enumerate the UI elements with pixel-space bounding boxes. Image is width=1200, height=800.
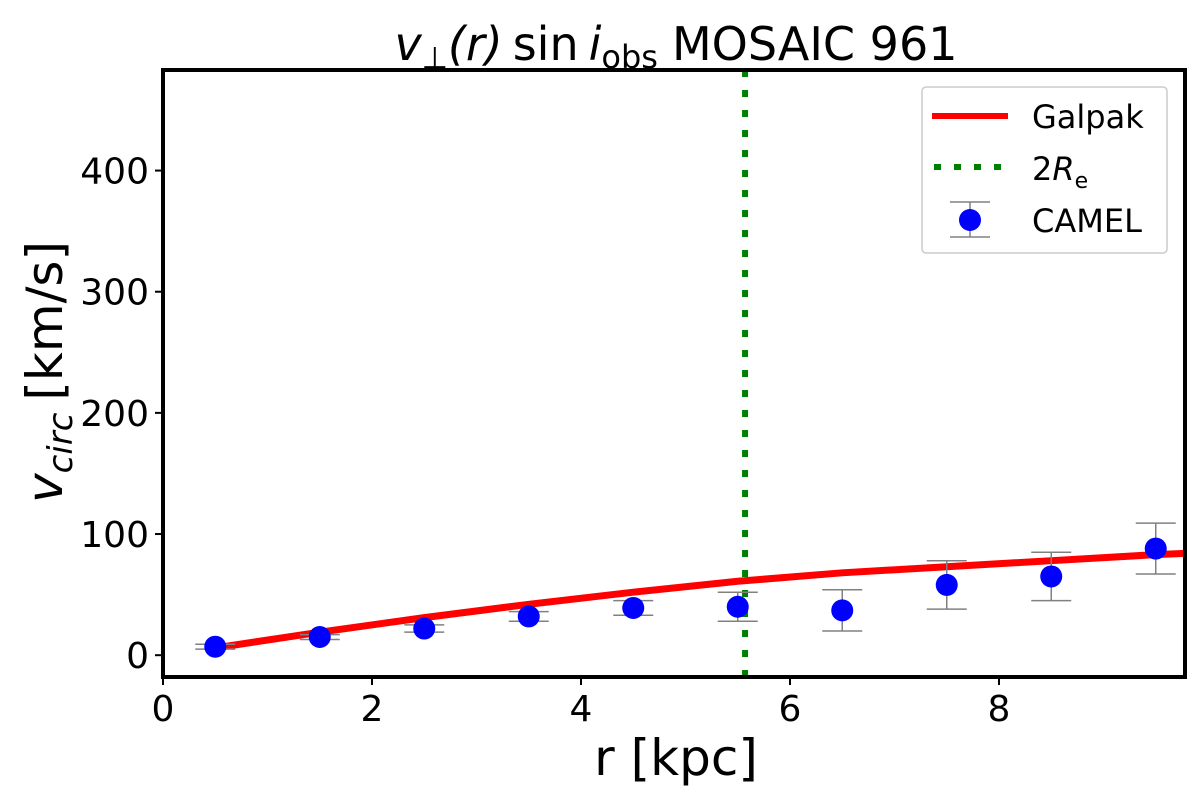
camel-point (935, 573, 958, 596)
y-tick-label: 300 (80, 273, 149, 314)
camel-point (622, 596, 645, 619)
x-axis-label: r [kpc] (594, 729, 758, 787)
legend-galpak-label: Galpak (1032, 98, 1144, 136)
legend-frame (921, 86, 1168, 254)
y-tick-label: 200 (80, 394, 149, 435)
camel-point (726, 595, 749, 618)
camel-point (517, 605, 540, 628)
x-tick-label: 8 (988, 689, 1011, 730)
y-axis-label: vcirc[km/s] (16, 241, 81, 503)
legend: Galpak 2Re CAMEL (921, 86, 1168, 254)
legend-camel-marker (959, 209, 981, 231)
x-tick-label: 0 (152, 689, 175, 730)
galpak-line (214, 549, 1185, 652)
x-tick-label: 6 (779, 689, 802, 730)
plot-area: 0 2 4 6 8 0 100 200 300 400 (80, 68, 1187, 730)
legend-re-label: 2Re (1032, 150, 1088, 194)
camel-point (308, 626, 331, 649)
camel-point (831, 599, 854, 622)
y-tick-label: 100 (80, 515, 149, 556)
y-tick-label: 0 (126, 636, 149, 677)
camel-point (1040, 565, 1063, 588)
camel-point (204, 635, 227, 658)
camel-point (1144, 537, 1167, 560)
legend-camel-label: CAMEL (1032, 202, 1142, 240)
y-tick-label: 400 (80, 152, 149, 193)
camel-point (413, 617, 436, 640)
chart-title: v⊥(r) sin iobs MOSAIC 961 (395, 17, 958, 76)
plot-frame (161, 68, 1187, 679)
x-tick-label: 2 (361, 689, 384, 730)
x-tick-label: 4 (570, 689, 593, 730)
